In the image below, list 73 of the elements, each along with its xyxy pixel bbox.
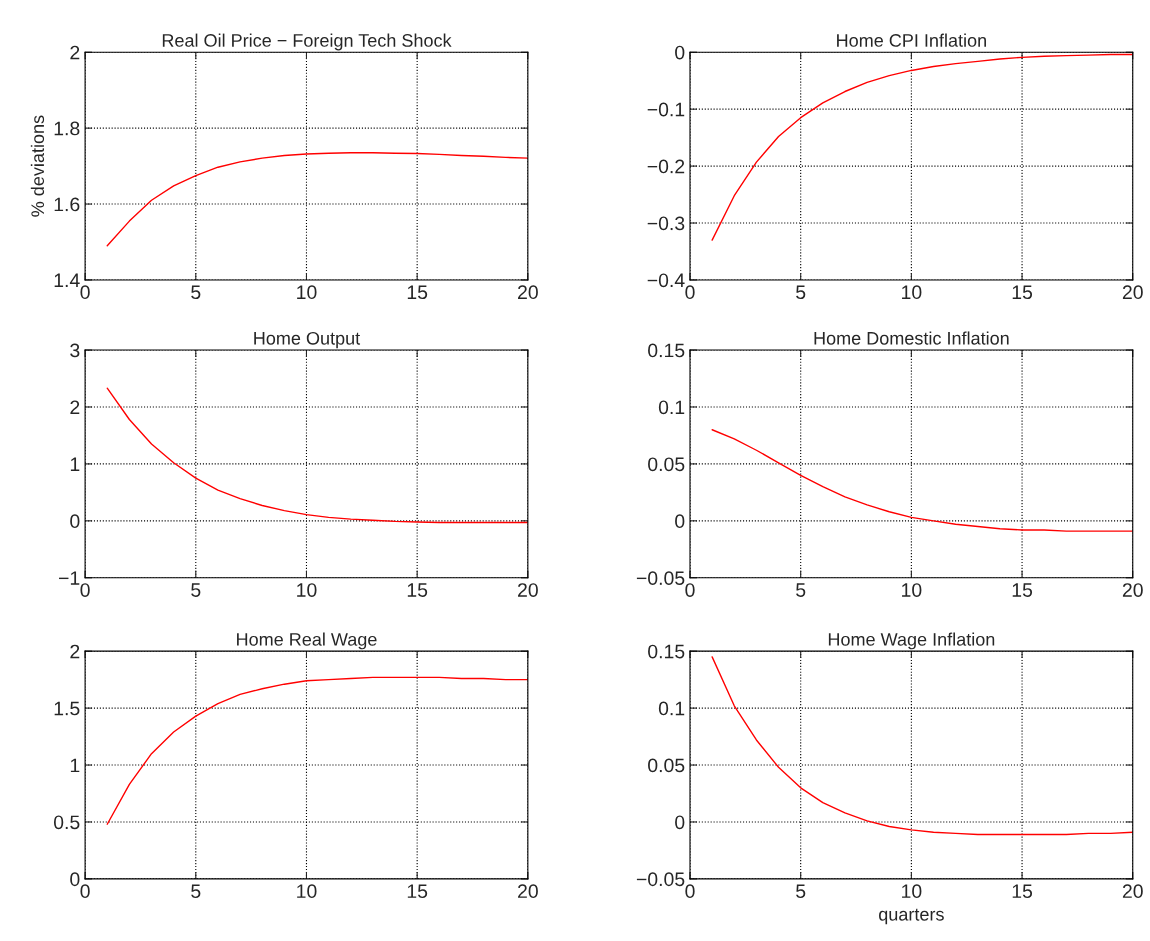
y-tick-label: 0 — [675, 45, 685, 60]
line-series — [711, 656, 1133, 836]
x-tick-label: 15 — [1012, 285, 1033, 300]
y-tick-label: 2 — [70, 400, 80, 415]
y-tick-label: 0 — [70, 872, 80, 887]
y-tick-label: 1 — [70, 758, 80, 773]
x-tick-label: 20 — [518, 583, 538, 597]
x-tick-label: 15 — [407, 884, 428, 899]
x-tick-label: 20 — [1122, 884, 1143, 899]
line-series — [106, 387, 528, 524]
y-tick-label: −0.2 — [647, 159, 685, 174]
x-tick-label: 20 — [518, 285, 538, 300]
x-tick-label: 10 — [902, 285, 922, 300]
y-axis-title: % deviations — [30, 115, 45, 217]
y-tick-label: 2 — [70, 644, 80, 659]
y-tick-label: −0.1 — [647, 102, 685, 117]
x-tick-label: 10 — [297, 583, 317, 597]
x-tick-label: 5 — [191, 583, 201, 597]
chart-title: Home CPI Inflation — [837, 33, 986, 47]
y-tick-label: 1.4 — [54, 273, 80, 287]
x-tick-label: 10 — [902, 884, 922, 899]
x-tick-label: 15 — [407, 285, 428, 300]
x-tick-label: 15 — [407, 583, 428, 597]
y-tick-label: 1 — [70, 457, 80, 471]
y-tick-label: −0.3 — [647, 216, 685, 231]
y-tick-label: 0.1 — [658, 701, 685, 716]
x-tick-label: 5 — [796, 884, 806, 899]
x-tick-label: 5 — [191, 884, 201, 899]
y-tick-label: 1.8 — [54, 121, 80, 136]
line-series — [711, 53, 1133, 241]
x-tick-label: 0 — [685, 884, 695, 899]
y-tick-label: 0.15 — [648, 644, 685, 659]
chart-title: Home Domestic Inflation — [814, 331, 1009, 345]
y-tick-label: 0.5 — [53, 815, 80, 830]
y-tick-label: 0 — [70, 514, 80, 529]
y-tick-label: 3 — [70, 343, 80, 358]
x-tick-label: 0 — [685, 285, 695, 300]
x-tick-label: 0 — [80, 884, 90, 899]
y-tick-label: 0.05 — [648, 457, 685, 472]
line-series — [711, 429, 1133, 532]
y-tick-label: −0.05 — [636, 571, 685, 586]
chart-title: Home Real Wage — [237, 632, 377, 650]
chart-title: Home Output — [254, 331, 361, 349]
y-tick-label: 0.15 — [648, 343, 685, 358]
x-tick-label: 20 — [1122, 285, 1143, 300]
x-tick-label: 0 — [80, 285, 90, 300]
chart-title: Real Oil Price − Foreign Tech Shock — [162, 33, 452, 51]
x-tick-label: 5 — [191, 285, 201, 300]
y-tick-label: 0 — [675, 514, 685, 529]
x-tick-label: 5 — [796, 285, 806, 300]
y-tick-label: 1.5 — [54, 701, 80, 716]
y-tick-label: 1.6 — [54, 197, 80, 212]
x-axis-title: quarters — [879, 908, 944, 925]
y-tick-label: 0.05 — [648, 758, 685, 773]
line-series — [106, 152, 528, 247]
x-tick-label: 20 — [518, 884, 538, 899]
y-tick-label: −1 — [59, 571, 80, 585]
chart-title: Home Wage Inflation — [828, 632, 995, 650]
x-tick-label: 15 — [1012, 583, 1033, 597]
x-tick-label: 10 — [902, 583, 922, 597]
y-tick-label: 0.1 — [658, 400, 685, 415]
y-tick-label: 0 — [675, 815, 685, 830]
line-series — [106, 676, 528, 825]
x-tick-label: 10 — [297, 285, 317, 300]
x-tick-label: 15 — [1012, 884, 1033, 899]
x-tick-label: 0 — [685, 583, 695, 597]
x-tick-label: 0 — [80, 583, 90, 597]
x-tick-label: 5 — [796, 583, 806, 597]
x-tick-label: 10 — [297, 884, 317, 899]
y-tick-label: −0.05 — [636, 872, 685, 887]
x-tick-label: 20 — [1122, 583, 1143, 597]
y-tick-label: 2 — [70, 45, 80, 60]
y-tick-label: −0.4 — [647, 273, 685, 288]
